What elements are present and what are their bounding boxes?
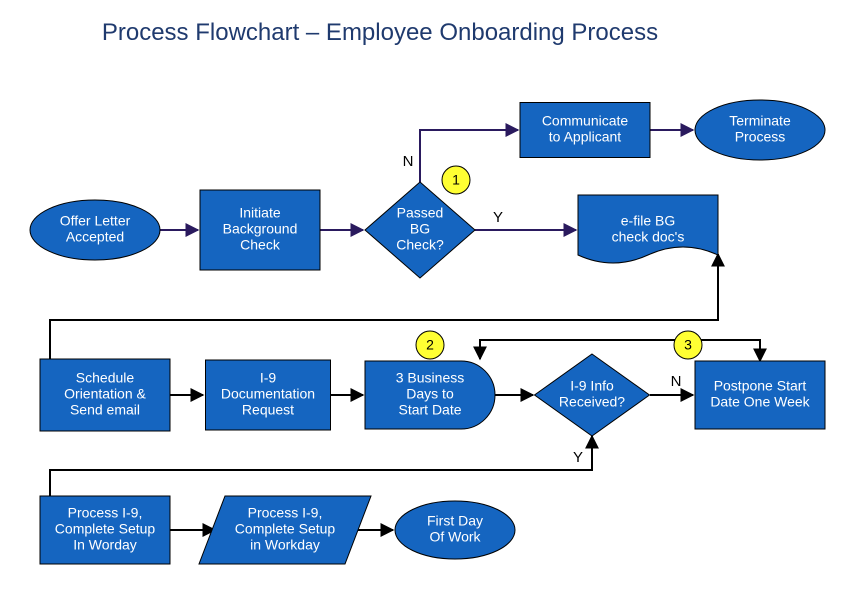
node-label: In Worday	[73, 537, 137, 553]
node-label: Date One Week	[710, 394, 810, 410]
edge-label: N	[671, 373, 682, 390]
badge-3: 3	[674, 331, 702, 359]
badge-label: 2	[426, 337, 434, 353]
node-firstday: First DayOf Work	[395, 501, 515, 559]
edges-group: N Y N Y	[50, 130, 760, 530]
node-label: I-9 Info	[570, 378, 614, 394]
node-label: Passed	[397, 205, 444, 221]
badge-1: 1	[442, 166, 470, 194]
node-label: Complete Setup	[55, 521, 156, 537]
node-label: Check?	[396, 237, 444, 253]
node-label: Complete Setup	[235, 521, 336, 537]
node-label: Background	[223, 221, 298, 237]
node-i9req: I-9DocumentationRequest	[206, 360, 331, 430]
flowchart-canvas: Process Flowchart – Employee Onboarding …	[0, 0, 845, 609]
node-terminate: TerminateProcess	[695, 100, 825, 160]
node-label: check doc's	[612, 229, 685, 245]
edge	[480, 340, 760, 361]
node-label: Process I-9,	[248, 505, 323, 521]
node-offer: Offer LetterAccepted	[30, 200, 160, 260]
node-i9recv: I-9 InfoReceived?	[535, 354, 650, 436]
node-label: BG	[410, 221, 430, 237]
node-label: Days to	[406, 386, 454, 402]
node-delay: 3 BusinessDays toStart Date	[365, 361, 495, 429]
node-label: First Day	[427, 513, 483, 529]
node-label: Offer Letter	[60, 213, 131, 229]
node-label: Communicate	[542, 113, 629, 129]
node-label: Start Date	[398, 402, 461, 418]
node-label: e-file BG	[621, 213, 675, 229]
node-label: Accepted	[66, 229, 124, 245]
node-label: Of Work	[429, 529, 481, 545]
node-initiate: InitiateBackgroundCheck	[200, 190, 320, 270]
node-label: to Applicant	[549, 129, 621, 145]
edge-label: Y	[573, 449, 583, 466]
node-passed: PassedBGCheck?	[365, 182, 475, 278]
node-label: Process	[735, 129, 786, 145]
node-label: in Workday	[250, 537, 320, 553]
node-label: Postpone Start	[714, 378, 807, 394]
node-label: Schedule	[76, 370, 135, 386]
node-label: I-9	[260, 370, 277, 386]
node-label: Send email	[70, 402, 140, 418]
node-label: Documentation	[221, 386, 315, 402]
node-efile: e-file BGcheck doc's	[578, 195, 718, 263]
node-label: Orientation &	[64, 386, 146, 402]
badge-label: 1	[452, 172, 460, 188]
node-postpone: Postpone StartDate One Week	[695, 361, 825, 429]
badge-label: 3	[684, 337, 692, 353]
node-label: Process I-9,	[68, 505, 143, 521]
node-comm: Communicateto Applicant	[520, 103, 650, 158]
badge-2: 2	[416, 331, 444, 359]
node-processB: Process I-9,Complete Setupin Workday	[199, 496, 371, 564]
node-label: 3 Business	[396, 370, 464, 386]
node-label: Received?	[559, 394, 625, 410]
edge-label: N	[403, 153, 414, 170]
flowchart-title: Process Flowchart – Employee Onboarding …	[102, 19, 658, 46]
node-label: Initiate	[239, 205, 280, 221]
node-schedule: ScheduleOrientation &Send email	[40, 359, 170, 431]
node-label: Check	[240, 237, 281, 253]
node-label: Request	[242, 402, 294, 418]
node-processA: Process I-9,Complete SetupIn Worday	[40, 496, 170, 564]
node-label: Terminate	[729, 113, 791, 129]
edge-label: Y	[493, 209, 503, 226]
